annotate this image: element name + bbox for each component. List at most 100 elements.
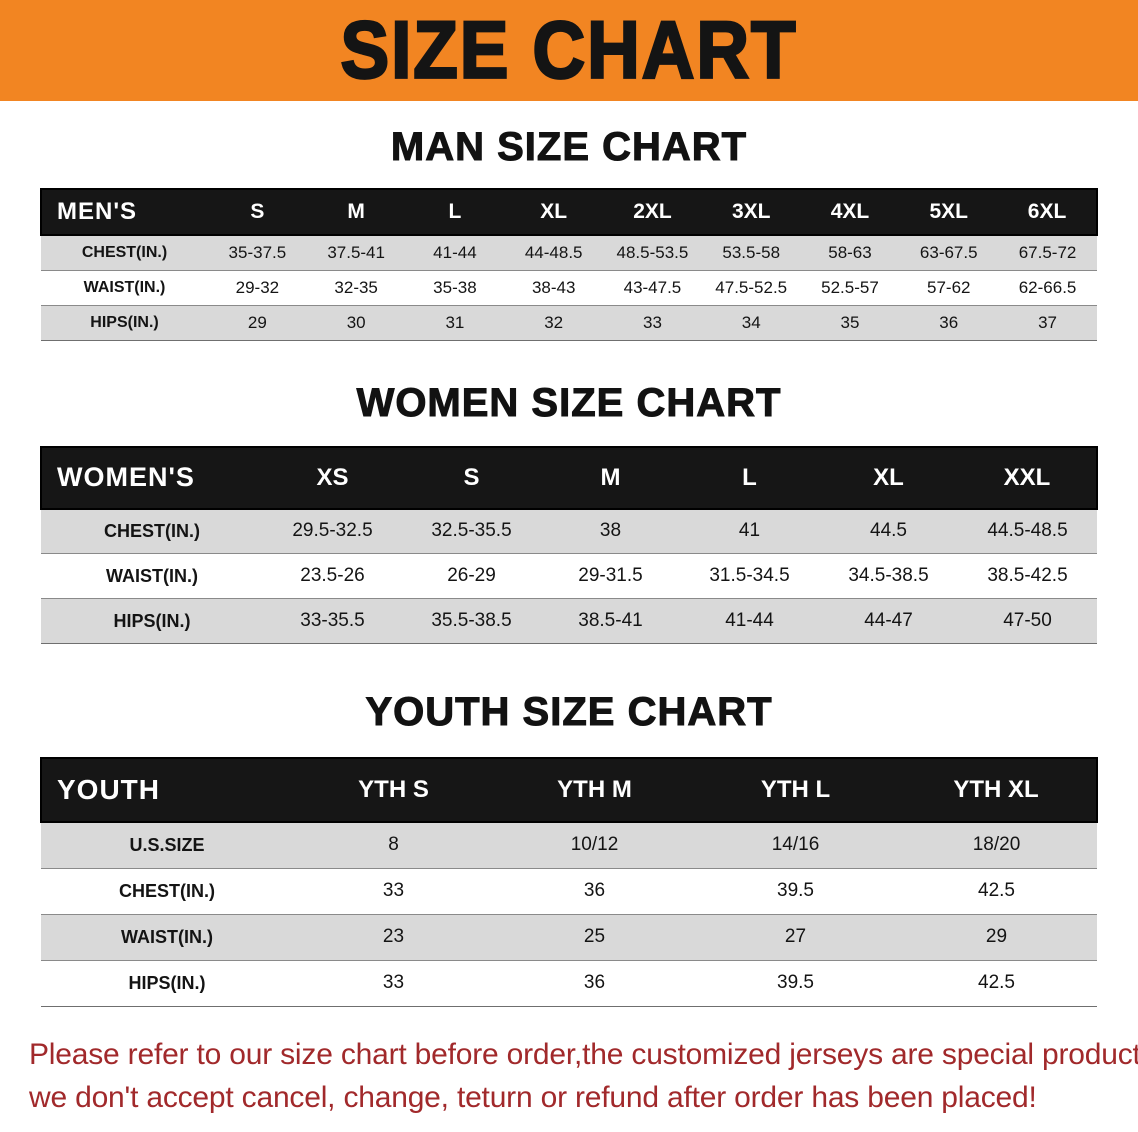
value-cell: 39.5 xyxy=(777,880,814,901)
value-cell: 31.5-34.5 xyxy=(709,565,790,586)
value-cell: 23 xyxy=(382,926,405,947)
value-cell: 41-44 xyxy=(433,242,477,262)
table-row: HIPS(IN.) 33 36 39.5 42.5 xyxy=(41,960,1097,1006)
value-cell: 32-35 xyxy=(334,277,378,297)
size-header-cell: YTH XL xyxy=(896,758,1097,822)
value-cell: 33 xyxy=(382,880,405,901)
page-title: SIZE CHART xyxy=(339,4,798,97)
value-cell: 30 xyxy=(346,312,366,332)
value-cell: 47.5-52.5 xyxy=(715,277,788,297)
table-row: U.S.SIZE 8 10/12 14/16 18/20 xyxy=(41,822,1097,868)
value-cell: 36 xyxy=(583,972,606,993)
value-cell: 44-48.5 xyxy=(524,242,583,262)
row-label-cell: WAIST(IN.) xyxy=(106,565,198,586)
size-header-cell: L xyxy=(405,189,505,235)
value-cell: 44.5-48.5 xyxy=(987,520,1068,542)
value-cell: 48.5-53.5 xyxy=(616,242,689,262)
value-cell: 18/20 xyxy=(972,834,1021,856)
size-header-cell: 5XL xyxy=(899,189,999,235)
row-label-cell: CHEST(IN.) xyxy=(104,520,200,541)
table-title-cell: MEN'S xyxy=(41,189,208,235)
table-row: CHEST(IN.) 33 36 39.5 42.5 xyxy=(41,868,1097,914)
youth-size-section: YOUTH SIZE CHART YOUTH YTH S YTH M YTH L YTH… xyxy=(0,690,1138,1007)
value-cell: 26-29 xyxy=(447,565,496,586)
table-header-row: MEN'S S M L XL 2XL 3XL 4XL 5XL 6XL xyxy=(41,189,1097,235)
size-header-cell: 4XL xyxy=(800,189,900,235)
value-cell: 36 xyxy=(939,312,959,332)
row-label-cell: CHEST(IN.) xyxy=(119,880,215,901)
size-header-cell: XL xyxy=(504,189,604,235)
value-cell: 38 xyxy=(599,520,622,542)
value-cell: 43-47.5 xyxy=(623,277,682,297)
value-cell: 67.5-72 xyxy=(1018,242,1077,262)
value-cell: 63-67.5 xyxy=(919,242,978,262)
men-section-heading: MAN SIZE CHART xyxy=(390,125,748,170)
table-row: CHEST(IN.) 29.5-32.5 32.5-35.5 38 41 44.5 44.5… xyxy=(41,508,1097,554)
value-cell: 44-47 xyxy=(864,610,913,631)
value-cell: 33 xyxy=(382,972,405,993)
value-cell: 42.5 xyxy=(978,972,1015,993)
size-header-cell: XXL xyxy=(958,446,1097,509)
value-cell: 29 xyxy=(985,926,1008,947)
value-cell: 31 xyxy=(445,312,465,332)
youth-section-heading: YOUTH SIZE CHART xyxy=(365,690,773,735)
value-cell: 62-66.5 xyxy=(1018,277,1077,297)
value-cell: 36 xyxy=(583,880,606,901)
size-header-cell: M xyxy=(306,189,406,235)
value-cell: 14/16 xyxy=(771,834,820,856)
row-label-cell: CHEST(IN.) xyxy=(81,243,168,261)
men-size-section: MAN SIZE CHART MEN'S S M L XL 2XL 3XL 4XL 5XL 6XL… xyxy=(0,125,1138,341)
women-section-heading: WOMEN SIZE CHART xyxy=(356,380,782,425)
value-cell: 25 xyxy=(583,926,606,947)
disclaimer-note: Please refer to our size chart before or… xyxy=(29,1035,1138,1118)
value-cell: 33-35.5 xyxy=(300,610,365,631)
value-cell: 34.5-38.5 xyxy=(848,565,929,586)
value-cell: 41 xyxy=(738,520,761,542)
row-label-cell: WAIST(IN.) xyxy=(83,278,166,296)
value-cell: 41-44 xyxy=(725,610,774,631)
value-cell: 47-50 xyxy=(1003,610,1052,631)
size-header-cell: S xyxy=(208,189,307,235)
value-cell: 29-32 xyxy=(235,277,280,297)
size-header-cell: XS xyxy=(263,446,402,509)
value-cell: 35.5-38.5 xyxy=(431,610,512,631)
value-cell: 57-62 xyxy=(927,277,971,297)
value-cell: 38.5-41 xyxy=(578,610,643,631)
value-cell: 23.5-26 xyxy=(300,565,365,586)
table-title-cell: WOMEN'S xyxy=(41,446,263,509)
value-cell: 37 xyxy=(1038,312,1058,332)
size-header-cell: 2XL xyxy=(603,189,702,235)
value-cell: 32 xyxy=(544,312,564,332)
table-row: WAIST(IN.) 29-32 32-35 35-38 38-43 43-47.5 47.… xyxy=(41,270,1097,305)
row-label-cell: U.S.SIZE xyxy=(129,834,205,855)
table-row: HIPS(IN.) 33-35.5 35.5-38.5 38.5-41 41-44 44-… xyxy=(41,598,1097,644)
disclaimer-line-1: Please refer to our size chart before or… xyxy=(29,1037,1138,1071)
value-cell: 34 xyxy=(741,312,761,332)
value-cell: 27 xyxy=(784,926,807,947)
row-label-cell: HIPS(IN.) xyxy=(113,610,191,631)
table-title-cell: YOUTH xyxy=(41,758,293,822)
size-header-cell: 3XL xyxy=(701,189,801,235)
disclaimer-line-2: we don't accept cancel, change, teturn o… xyxy=(29,1081,1037,1115)
value-cell: 44.5 xyxy=(870,520,907,542)
value-cell: 42.5 xyxy=(978,880,1015,901)
table-header-row: WOMEN'S XS S M L XL XXL xyxy=(41,446,1097,509)
value-cell: 52.5-57 xyxy=(821,277,879,297)
value-cell: 33 xyxy=(642,312,662,332)
size-header-cell: S xyxy=(402,446,541,509)
women-size-section: WOMEN SIZE CHART WOMEN'S XS S M L XL XXL CHEST(… xyxy=(0,380,1138,644)
value-cell: 39.5 xyxy=(777,972,814,993)
table-row: WAIST(IN.) 23 25 27 29 xyxy=(41,914,1097,960)
table-row: HIPS(IN.) 29 30 31 32 33 34 35 36 37 xyxy=(41,305,1097,340)
value-cell: 35-38 xyxy=(433,277,477,297)
value-cell: 32.5-35.5 xyxy=(431,520,512,542)
value-cell: 29 xyxy=(247,312,267,332)
value-cell: 35-37.5 xyxy=(228,242,287,262)
men-size-table: MEN'S S M L XL 2XL 3XL 4XL 5XL 6XL CHEST(IN.) 35-37… xyxy=(40,188,1098,341)
table-row: CHEST(IN.) 35-37.5 37.5-41 41-44 44-48.5 48.5… xyxy=(41,235,1097,270)
value-cell: 38-43 xyxy=(531,277,576,297)
size-header-cell: L xyxy=(680,446,819,509)
size-header-cell: YTH L xyxy=(695,758,896,822)
row-label-cell: HIPS(IN.) xyxy=(128,972,206,993)
value-cell: 38.5-42.5 xyxy=(987,565,1068,586)
